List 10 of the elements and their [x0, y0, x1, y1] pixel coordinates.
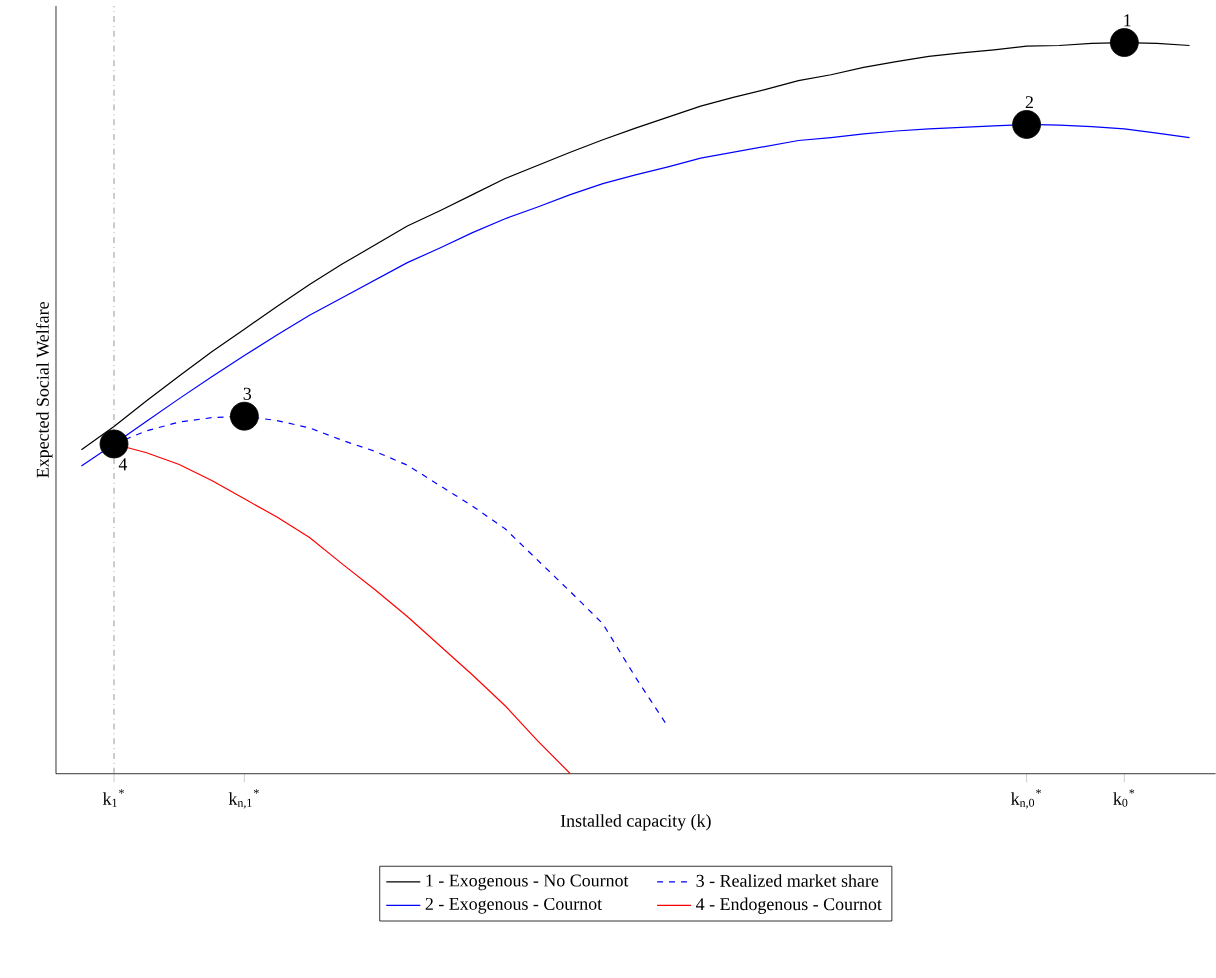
- legend-label: 4 - Endogenous - Cournot: [696, 897, 882, 915]
- annotation: 4: [118, 458, 128, 471]
- annotation: 2: [1025, 96, 1033, 109]
- annotation: 1: [1124, 14, 1131, 27]
- legend-label: 3 - Realized market share: [696, 874, 879, 887]
- legend-label: 1 - Exogenous - No Cournot: [426, 874, 629, 891]
- annotation: 3: [243, 387, 252, 400]
- y-axis-title: Expected Social Welfare: [36, 302, 53, 478]
- legend-label: 2 - Exogenous - Cournot: [425, 898, 603, 914]
- x-axis-title: Installed capacity (k): [560, 814, 711, 831]
